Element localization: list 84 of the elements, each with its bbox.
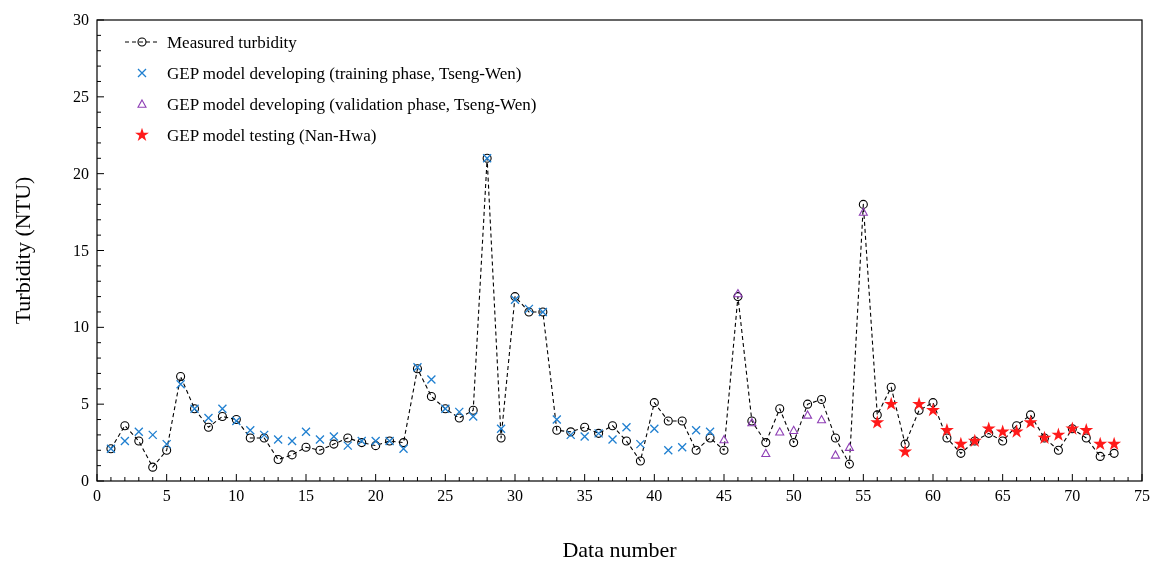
x-tick-label: 20	[367, 487, 384, 504]
point	[635, 439, 646, 449]
x-tick-label: 70	[1064, 487, 1081, 504]
point	[120, 436, 130, 446]
point	[273, 434, 283, 445]
x-tick-label: 50	[785, 487, 802, 504]
point	[496, 424, 506, 434]
point	[926, 403, 940, 417]
y-tick-label: 30	[73, 11, 89, 28]
point	[245, 425, 255, 435]
point	[426, 374, 437, 385]
point	[858, 207, 868, 216]
point	[761, 448, 771, 458]
y-tick-label: 10	[73, 318, 89, 336]
x-tick-label: 60	[925, 487, 941, 504]
point	[315, 434, 325, 445]
point	[844, 442, 854, 451]
point	[134, 427, 144, 437]
point	[898, 444, 913, 458]
point	[580, 431, 590, 442]
x-tick-label: 5	[162, 487, 171, 504]
x-tick-label: 10	[228, 487, 245, 504]
point	[329, 431, 339, 442]
point	[343, 441, 353, 451]
point	[981, 421, 996, 435]
point	[1107, 436, 1122, 451]
point	[775, 427, 785, 436]
point	[1051, 427, 1066, 441]
x-tick-label: 0	[93, 487, 101, 504]
y-tick-label: 15	[73, 241, 89, 259]
point	[691, 425, 701, 435]
point	[203, 413, 214, 423]
point	[1093, 436, 1108, 451]
point	[816, 414, 827, 424]
point	[803, 410, 813, 419]
point	[301, 427, 311, 437]
x-tick-label: 35	[576, 487, 593, 504]
y-tick-label: 0	[81, 472, 89, 489]
point	[217, 404, 228, 414]
point	[677, 442, 687, 452]
y-tick-label: 20	[73, 164, 89, 182]
point	[162, 439, 172, 449]
x-tick-label: 75	[1134, 487, 1150, 504]
legend-label: GEP model developing (training phase, Tseng-Wen)	[167, 64, 522, 83]
legend-label: GEP model developing (validation phase, Tseng-Wen)	[167, 95, 537, 114]
x-tick-label: 45	[716, 487, 732, 504]
point	[870, 415, 885, 429]
point	[398, 444, 409, 454]
point	[719, 434, 729, 444]
point	[884, 396, 899, 411]
x-tick-label: 15	[298, 487, 314, 504]
point	[912, 396, 927, 411]
point	[939, 422, 954, 437]
y-tick-label: 25	[73, 87, 89, 105]
point	[468, 411, 478, 422]
point	[789, 425, 799, 435]
x-axis-title: Data number	[562, 537, 678, 561]
point	[1009, 424, 1024, 438]
x-tick-label: 30	[507, 487, 523, 504]
point	[830, 450, 841, 459]
point	[175, 379, 186, 389]
point	[953, 436, 968, 451]
y-tick-label: 5	[81, 395, 89, 413]
x-tick-label: 25	[437, 487, 454, 504]
point	[995, 424, 1010, 438]
legend-label: Measured turbidity	[167, 33, 298, 52]
x-tick-label: 65	[994, 487, 1011, 504]
point	[552, 414, 562, 425]
y-axis-title: Turbidity (NTU)	[10, 176, 35, 325]
point	[663, 445, 673, 455]
point	[287, 436, 297, 446]
point	[649, 424, 659, 434]
point	[454, 407, 464, 417]
legend-label: GEP model testing (Nan-Hwa)	[167, 126, 377, 145]
x-tick-label: 55	[855, 487, 872, 504]
x-tick-label: 40	[646, 487, 663, 504]
point	[1079, 422, 1094, 437]
point	[705, 427, 715, 437]
point	[607, 434, 618, 445]
point	[371, 436, 381, 446]
point	[621, 422, 632, 432]
point	[148, 430, 158, 440]
point	[1023, 415, 1038, 429]
point	[733, 288, 743, 298]
